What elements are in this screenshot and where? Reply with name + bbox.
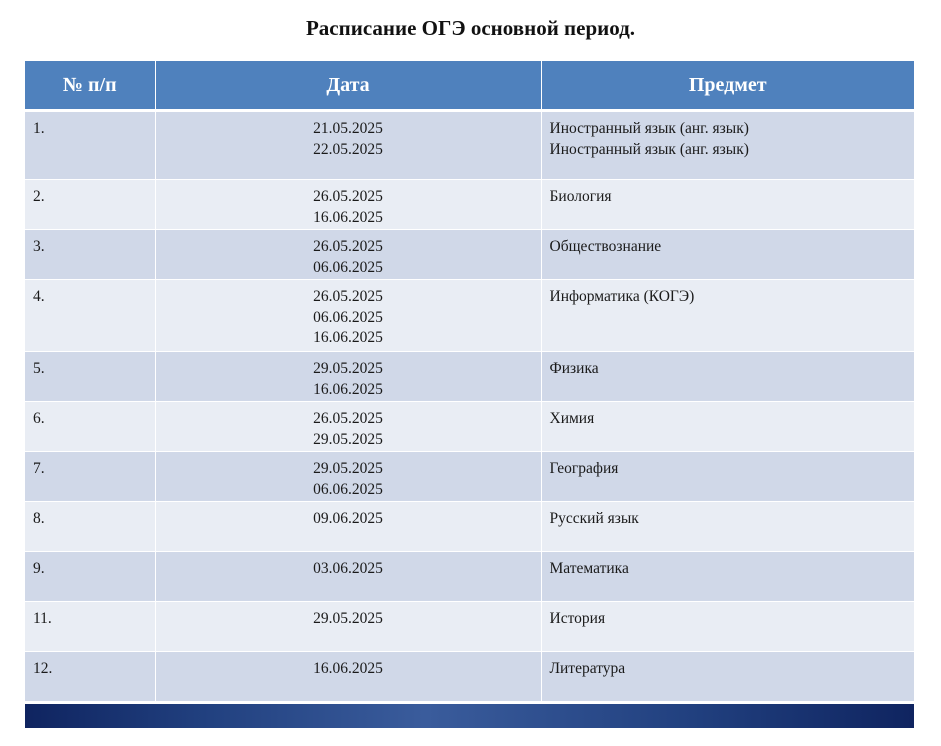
exam-subject: Русский язык — [549, 510, 639, 527]
row-number: 8. — [25, 501, 156, 552]
exam-subject: Биология — [549, 188, 612, 205]
exam-date: 29.05.2025 — [313, 460, 383, 477]
row-number: 6. — [25, 401, 156, 452]
exam-date: 09.06.2025 — [313, 510, 383, 527]
table-row: 11. 29.05.2025 История — [25, 601, 914, 652]
table-row: 5. 29.05.2025 16.06.2025 Физика — [25, 351, 914, 402]
row-subjects: Информатика (КОГЭ) — [541, 279, 914, 352]
header-subject: Предмет — [541, 61, 914, 112]
exam-date: 26.05.2025 — [313, 288, 383, 305]
exam-date: 16.06.2025 — [313, 660, 383, 677]
row-subjects: Обществознание — [541, 229, 914, 280]
exam-subject: Химия — [549, 410, 595, 427]
exam-subject: Физика — [549, 360, 599, 377]
exam-date: 06.06.2025 — [313, 308, 383, 326]
row-subjects: Химия — [541, 401, 914, 452]
table-row: 8. 09.06.2025 Русский язык — [25, 501, 914, 552]
row-subjects: Физика — [541, 351, 914, 402]
table-row: 4. 26.05.2025 06.06.2025 16.06.2025 Инфо… — [25, 279, 914, 352]
exam-date: 06.06.2025 — [313, 258, 383, 276]
row-dates: 09.06.2025 — [155, 501, 542, 552]
row-number: 5. — [25, 351, 156, 402]
table-row: 9. 03.06.2025 Математика — [25, 551, 914, 602]
exam-date: 26.05.2025 — [313, 410, 383, 427]
exam-subject: Иностранный язык (анг. язык) — [549, 120, 749, 137]
exam-date: 03.06.2025 — [313, 560, 383, 577]
exam-subject: История — [549, 610, 606, 627]
row-dates: 26.05.2025 06.06.2025 — [155, 229, 542, 280]
row-subjects: Математика — [541, 551, 914, 602]
exam-date: 29.05.2025 — [313, 610, 383, 627]
row-dates: 03.06.2025 — [155, 551, 542, 602]
row-dates: 26.05.2025 06.06.2025 16.06.2025 — [155, 279, 542, 352]
exam-date: 21.05.2025 — [313, 120, 383, 137]
row-dates: 21.05.2025 22.05.2025 — [155, 110, 542, 180]
exam-subject: Математика — [549, 560, 629, 577]
exam-subject: Обществознание — [549, 238, 662, 255]
row-dates: 29.05.2025 06.06.2025 — [155, 451, 542, 502]
row-subjects: Литература — [541, 651, 914, 702]
exam-date: 26.05.2025 — [313, 188, 383, 205]
row-number: 12. — [25, 651, 156, 702]
exam-date: 29.05.2025 — [313, 360, 383, 377]
row-number: 4. — [25, 279, 156, 352]
row-dates: 26.05.2025 29.05.2025 — [155, 401, 542, 452]
table-row: 1. 21.05.2025 22.05.2025 Иностранный язы… — [25, 110, 914, 180]
row-number: 3. — [25, 229, 156, 280]
table-header-row: № п/п Дата Предмет — [25, 61, 914, 112]
header-date: Дата — [155, 61, 542, 112]
table-row: 2. 26.05.2025 16.06.2025 Биология — [25, 179, 914, 230]
footer-bar — [25, 704, 914, 728]
exam-date: 16.06.2025 — [313, 380, 383, 398]
page-title: Расписание ОГЭ основной период. — [305, 16, 636, 40]
row-subjects: История — [541, 601, 914, 652]
row-number: 7. — [25, 451, 156, 502]
row-dates: 29.05.2025 — [155, 601, 542, 652]
row-subjects: Биология — [541, 179, 914, 230]
exam-subject: Иностранный язык (анг. язык) — [549, 140, 749, 158]
exam-date: 06.06.2025 — [313, 480, 383, 498]
table-row: 12. 16.06.2025 Литература — [25, 651, 914, 702]
exam-subject: География — [549, 460, 619, 477]
exam-date: 16.06.2025 — [313, 208, 383, 226]
row-subjects: География — [541, 451, 914, 502]
schedule-table: № п/п Дата Предмет 1. 21.05.2025 22.05.2… — [25, 61, 914, 702]
exam-date: 26.05.2025 — [313, 238, 383, 255]
row-subjects: Русский язык — [541, 501, 914, 552]
row-number: 9. — [25, 551, 156, 602]
row-dates: 16.06.2025 — [155, 651, 542, 702]
table-row: 3. 26.05.2025 06.06.2025 Обществознание — [25, 229, 914, 280]
row-dates: 26.05.2025 16.06.2025 — [155, 179, 542, 230]
exam-date: 22.05.2025 — [313, 140, 383, 158]
row-dates: 29.05.2025 16.06.2025 — [155, 351, 542, 402]
row-subjects: Иностранный язык (анг. язык) Иностранный… — [541, 110, 914, 180]
exam-date: 16.06.2025 — [313, 329, 383, 346]
row-number: 1. — [25, 110, 156, 180]
exam-subject: Литература — [549, 660, 626, 677]
header-number: № п/п — [25, 61, 156, 112]
table-row: 7. 29.05.2025 06.06.2025 География — [25, 451, 914, 502]
exam-date: 29.05.2025 — [313, 430, 383, 448]
exam-subject: Информатика (КОГЭ) — [549, 288, 695, 305]
row-number: 2. — [25, 179, 156, 230]
table-row: 6. 26.05.2025 29.05.2025 Химия — [25, 401, 914, 452]
row-number: 11. — [25, 601, 156, 652]
